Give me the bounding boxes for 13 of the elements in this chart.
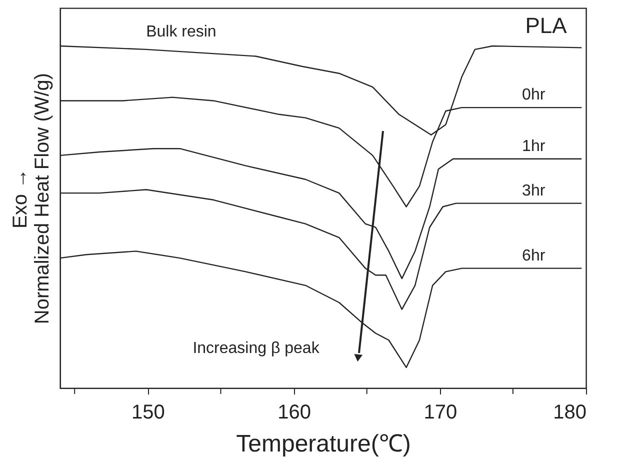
x-axis-title: Temperature(℃) (236, 430, 411, 458)
annotation: Increasing β peak (192, 340, 320, 357)
series-label: 3hr (522, 182, 546, 200)
series-label: Bulk resin (146, 23, 216, 40)
x-tick-label: 180 (553, 402, 586, 424)
x-tick-label: 170 (424, 402, 458, 424)
series-label: 0hr (522, 86, 546, 104)
series-label: 1hr (522, 138, 546, 155)
x-tick-label: 160 (278, 402, 311, 424)
text: PLA (525, 13, 568, 38)
y-axis-title: Exo → Normalized Heat Flow (W/g) (10, 72, 54, 324)
series-label: 6hr (522, 247, 546, 264)
x-tick-label: 150 (131, 402, 165, 424)
